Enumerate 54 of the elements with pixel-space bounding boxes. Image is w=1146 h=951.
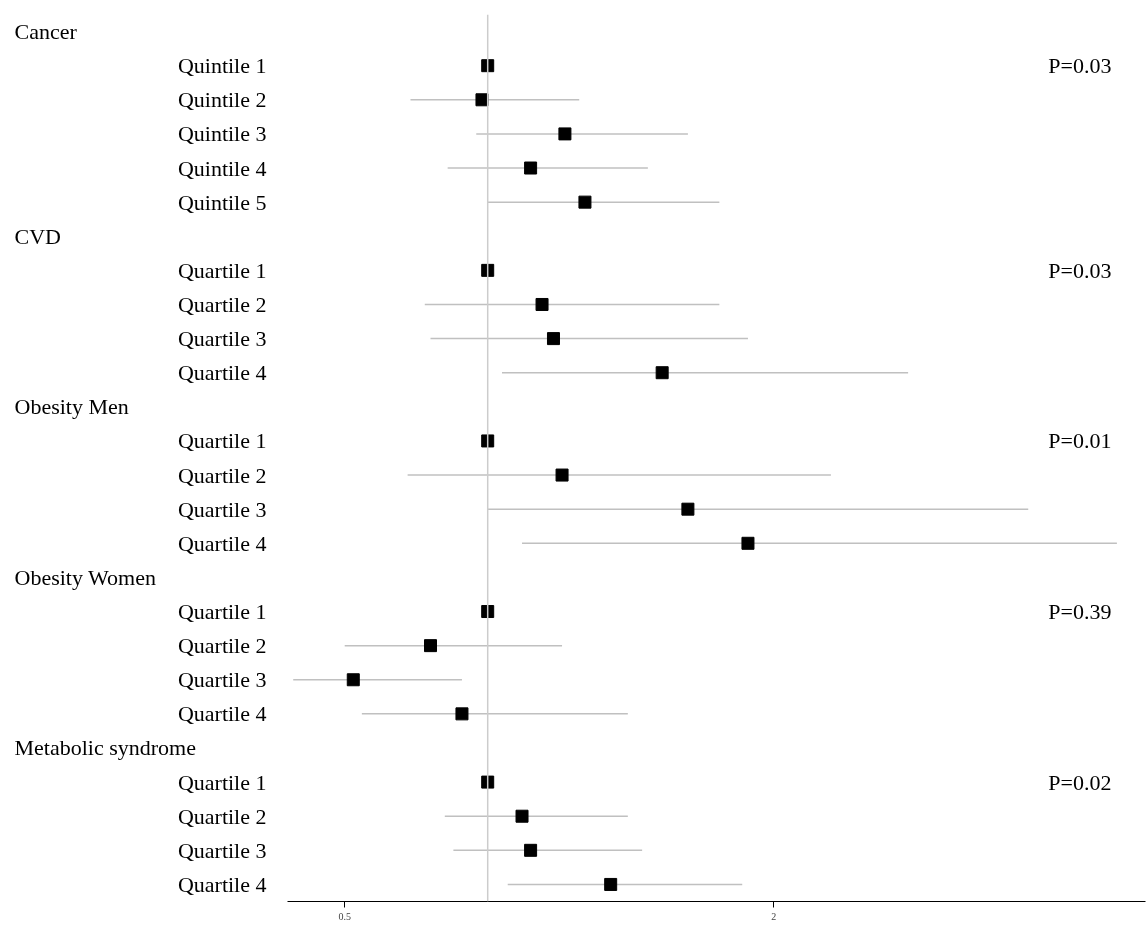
point [481, 434, 495, 448]
point [555, 468, 569, 482]
y-tick-label: Quartile 4 [177, 360, 267, 386]
x-tick-label: 0.5 [338, 910, 351, 922]
point [481, 59, 495, 73]
point [741, 536, 755, 550]
y-tick-label: Quartile 1 [177, 257, 267, 283]
text: Obesity Women [14, 564, 156, 590]
point [346, 673, 360, 687]
annotation: P=0.03 [1048, 257, 1112, 283]
y-tick-label: Quintile 2 [177, 87, 267, 113]
point [681, 502, 695, 516]
point [546, 332, 560, 346]
y-tick-label: Quartile 4 [177, 530, 267, 556]
y-tick-label: Quartile 1 [177, 599, 267, 625]
y-tick-label: Quartile 1 [177, 428, 267, 454]
x-tick-label: 2 [771, 910, 777, 922]
y-tick-label: Quartile 4 [177, 871, 267, 897]
point [481, 775, 495, 789]
y-tick-label: Quintile 5 [177, 189, 267, 215]
text: Metabolic syndrome [14, 735, 196, 761]
point [655, 366, 669, 380]
point [604, 877, 618, 891]
point [481, 263, 495, 277]
y-tick-label: Quartile 3 [177, 667, 267, 693]
y-tick-label: Quartile 3 [177, 326, 267, 352]
y-tick-label: Quartile 2 [177, 633, 267, 659]
annotation: P=0.01 [1048, 428, 1112, 454]
point [424, 639, 437, 653]
text: CVD [14, 223, 61, 249]
text: Obesity Men [14, 394, 129, 420]
point [524, 843, 538, 857]
y-tick-label: Quartile 3 [177, 837, 267, 863]
annotation: P=0.39 [1048, 599, 1112, 625]
point [515, 809, 529, 823]
y-tick-label: Quartile 4 [177, 701, 267, 727]
text: Cancer [14, 19, 78, 45]
point [455, 707, 469, 721]
point [524, 161, 538, 175]
point [558, 127, 572, 141]
y-tick-label: Quintile 4 [177, 155, 267, 181]
y-tick-label: Quintile 1 [177, 53, 267, 79]
annotation: P=0.03 [1048, 53, 1112, 79]
point [481, 605, 495, 619]
y-tick-label: Quartile 2 [177, 803, 267, 829]
point [535, 297, 549, 311]
point [578, 195, 592, 209]
y-tick-label: Quartile 2 [177, 462, 267, 488]
point [475, 93, 489, 107]
y-tick-label: Quintile 3 [177, 121, 267, 147]
y-tick-label: Quartile 3 [177, 496, 267, 522]
annotation: P=0.02 [1048, 769, 1112, 795]
y-tick-label: Quartile 1 [177, 769, 267, 795]
y-tick-label: Quartile 2 [177, 291, 267, 317]
